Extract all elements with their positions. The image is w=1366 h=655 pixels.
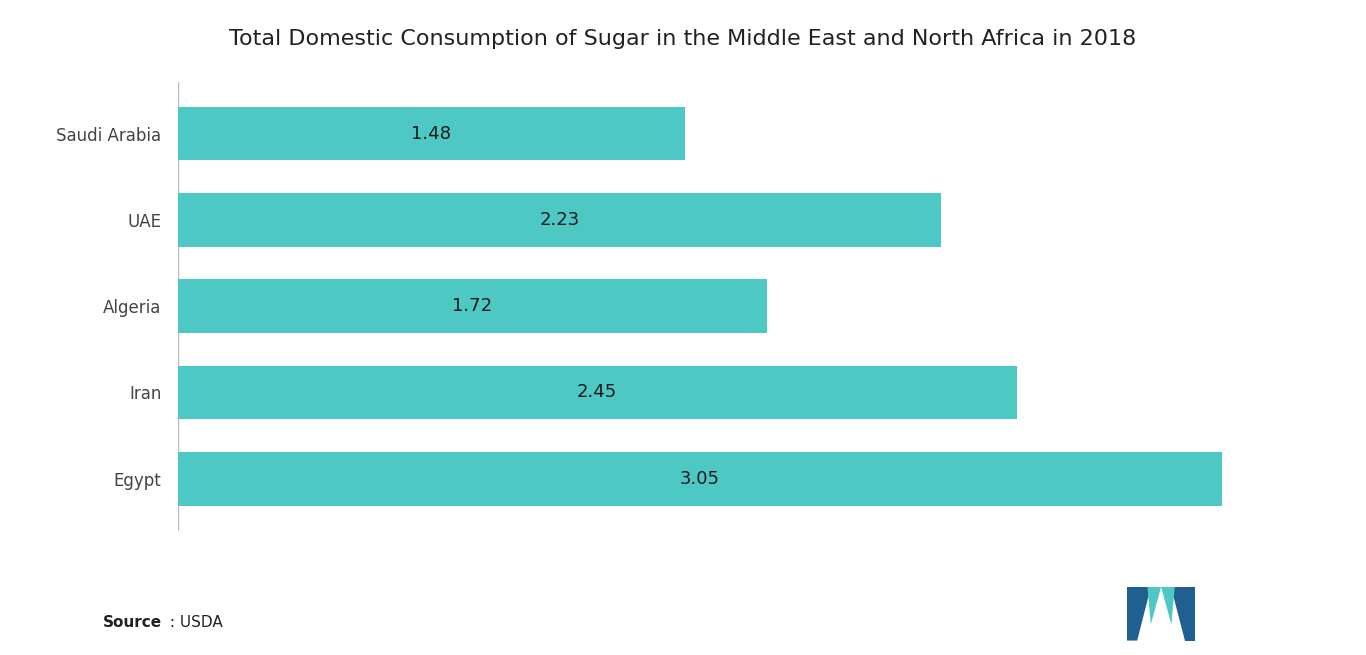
- Bar: [178, 280, 766, 333]
- Text: 2.23: 2.23: [540, 211, 579, 229]
- Polygon shape: [1147, 587, 1161, 624]
- Bar: [178, 365, 1016, 419]
- Bar: [178, 193, 941, 247]
- Polygon shape: [1161, 587, 1175, 624]
- Text: 3.05: 3.05: [680, 470, 720, 488]
- Bar: [178, 452, 1223, 506]
- Text: 2.45: 2.45: [576, 383, 617, 402]
- Text: : USDA: : USDA: [165, 615, 223, 630]
- Text: 1.72: 1.72: [452, 297, 492, 315]
- Polygon shape: [1172, 587, 1195, 641]
- Text: 1.48: 1.48: [411, 124, 451, 143]
- Text: Source: Source: [102, 615, 161, 630]
- Polygon shape: [1127, 587, 1150, 641]
- Text: Total Domestic Consumption of Sugar in the Middle East and North Africa in 2018: Total Domestic Consumption of Sugar in t…: [229, 29, 1137, 50]
- Bar: [178, 107, 684, 160]
